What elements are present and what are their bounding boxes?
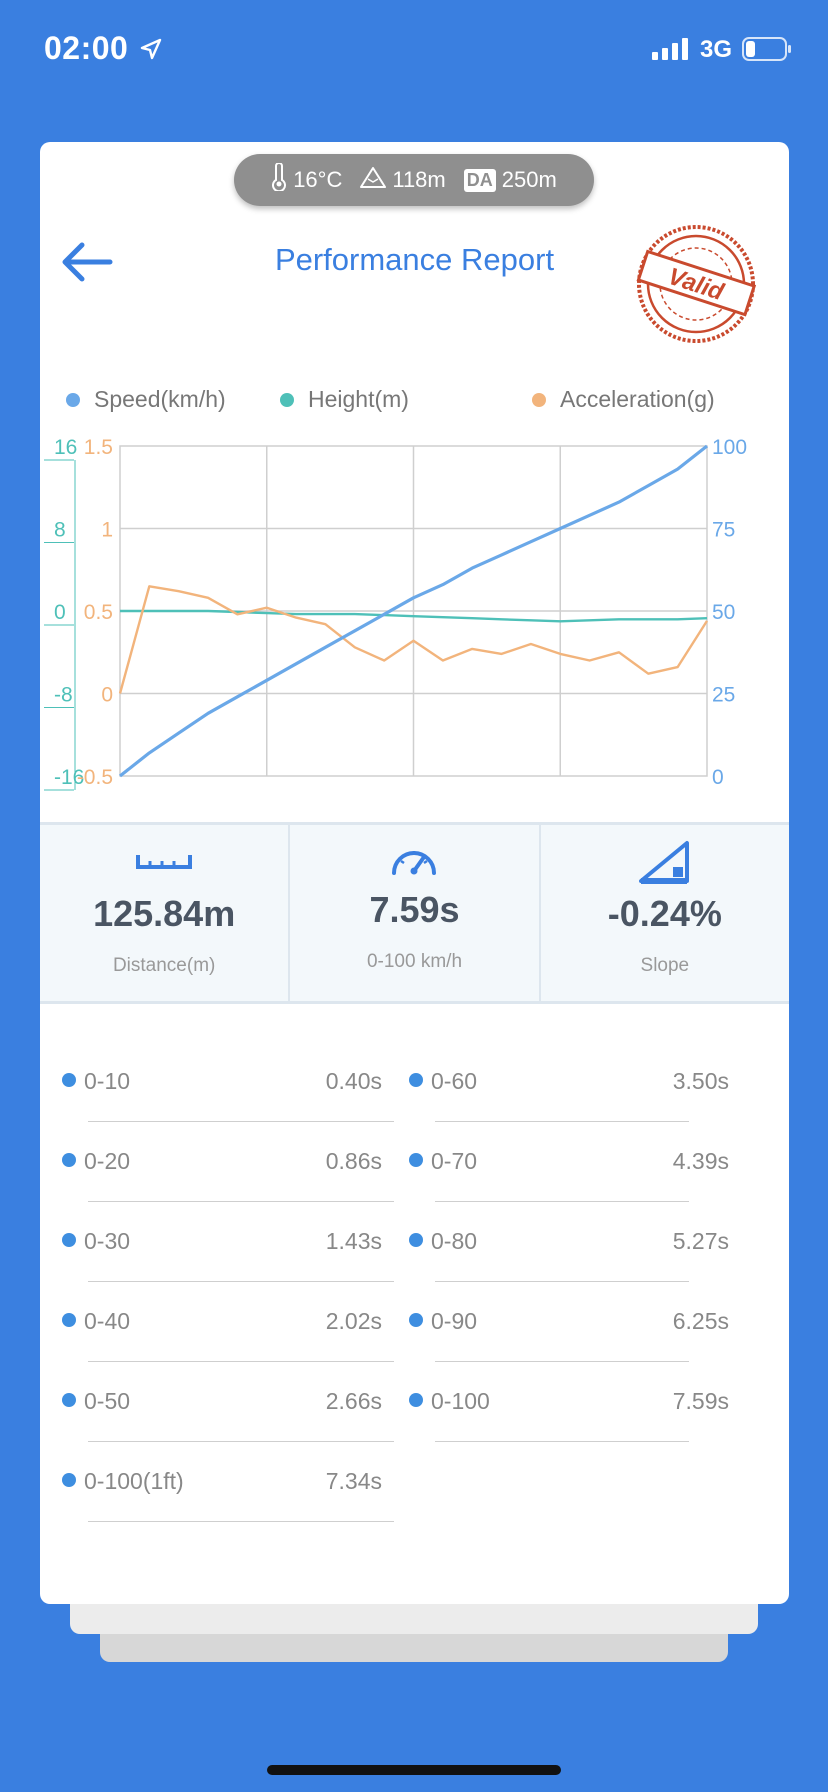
speed-tick-label: 75 xyxy=(712,519,735,542)
slope-label: Slope xyxy=(640,955,690,976)
height-tick-label: 16 xyxy=(54,436,77,459)
acceleration-tick-label: 0 xyxy=(101,684,113,707)
page-title: Performance Report xyxy=(274,242,555,277)
altitude-value: 118m xyxy=(392,167,446,192)
speedometer-icon xyxy=(290,839,538,879)
split-value: 3.50s xyxy=(672,1068,729,1094)
speed-tick-label: 100 xyxy=(712,436,747,459)
mountain-icon xyxy=(360,166,387,194)
signal-bars-icon xyxy=(652,38,692,65)
speed-axis: 100 75 50 25 0 xyxy=(712,436,747,789)
split-value: 2.66s xyxy=(325,1388,382,1414)
split-label: 0-60 xyxy=(431,1068,478,1094)
height-tick-label: -16 xyxy=(54,766,84,789)
speed-tick-label: 25 xyxy=(712,684,735,707)
legend-speed-label: Speed(km/h) xyxy=(94,386,226,412)
split-row: 0-30 1.43s xyxy=(62,1202,394,1282)
split-value: 7.34s xyxy=(325,1468,382,1494)
distance-value: 125.84m xyxy=(93,893,236,934)
density-altitude-value: 250m xyxy=(501,167,557,192)
distance-label: Distance(m) xyxy=(112,955,216,976)
environment-pill: 16°C 118m DA 250m xyxy=(234,154,594,206)
back-arrow-icon xyxy=(58,242,114,291)
split-value: 0.86s xyxy=(325,1148,382,1174)
report-card: 16°C 118m DA 250m Performance Report Val… xyxy=(40,142,789,1604)
split-label: 0-100 xyxy=(431,1388,490,1414)
stat-time: 7.59s 0-100 km/h xyxy=(288,825,538,1001)
home-indicator xyxy=(267,1765,561,1775)
acceleration-tick-label: 1 xyxy=(101,519,113,542)
split-row: 0-60 3.50s xyxy=(409,1042,729,1122)
split-row: 0-100 7.59s xyxy=(409,1362,729,1442)
split-label: 0-80 xyxy=(431,1228,478,1254)
acceleration-tick-label: 1.5 xyxy=(84,436,113,459)
location-arrow-icon xyxy=(140,38,162,65)
slope-icon xyxy=(541,839,789,885)
series-line-height xyxy=(120,609,708,623)
back-button[interactable] xyxy=(58,237,114,287)
split-value: 7.59s xyxy=(672,1388,729,1414)
acceleration-tick-label: -0.5 xyxy=(77,766,113,789)
speed-tick-label: 50 xyxy=(712,601,735,624)
valid-stamp: Valid xyxy=(634,222,758,351)
temperature-value: 16°C xyxy=(293,167,343,192)
slope-value: -0.24% xyxy=(607,893,722,934)
split-row: 0-70 4.39s xyxy=(409,1122,729,1202)
split-label: 0-10 xyxy=(84,1068,131,1094)
series-line-acceleration xyxy=(118,585,709,694)
split-row: 0-80 5.27s xyxy=(409,1202,729,1282)
split-value: 0.40s xyxy=(325,1068,382,1094)
series-line-speed xyxy=(119,444,708,778)
legend-item-speed: Speed(km/h) xyxy=(66,386,226,413)
performance-chart: 16 8 0 -8 -16 1.5 1 0.5 0 -0.5 100 75 50 25 0 xyxy=(44,436,747,791)
split-value: 5.27s xyxy=(672,1228,729,1254)
thermometer-icon xyxy=(271,162,287,197)
split-label: 0-40 xyxy=(84,1308,131,1334)
split-row: 0-50 2.66s xyxy=(62,1362,394,1442)
status-bar: 02:00 3G xyxy=(0,0,828,100)
chart-lines xyxy=(118,444,709,778)
split-label: 0-90 xyxy=(431,1308,478,1334)
split-value: 4.39s xyxy=(672,1148,729,1174)
split-row: 0-90 6.25s xyxy=(409,1282,729,1362)
split-label: 0-70 xyxy=(431,1148,478,1174)
stats-panel: 125.84m Distance(m) 7.59s 0-100 km/h -0.… xyxy=(40,822,789,1004)
legend-height-label: Height(m) xyxy=(308,386,409,412)
ruler-icon xyxy=(40,839,288,879)
height-tick-label: 0 xyxy=(54,601,66,624)
split-label: 0-50 xyxy=(84,1388,131,1414)
speed-tick-label: 0 xyxy=(712,766,724,789)
time-label: 0-100 km/h xyxy=(366,951,463,972)
height-tick-label: -8 xyxy=(54,684,73,707)
split-row: 0-20 0.86s xyxy=(62,1122,394,1202)
split-label: 0-100(1ft) xyxy=(84,1468,184,1494)
split-value: 1.43s xyxy=(325,1228,382,1254)
split-value: 2.02s xyxy=(325,1308,382,1334)
split-row: 0-10 0.40s xyxy=(62,1042,394,1122)
legend-acceleration-label: Acceleration(g) xyxy=(560,386,715,412)
acceleration-axis: 1.5 1 0.5 0 -0.5 xyxy=(77,436,113,789)
time-value: 7.59s xyxy=(369,889,460,930)
split-value: 6.25s xyxy=(672,1308,729,1334)
legend-item-height: Height(m) xyxy=(280,386,409,413)
status-time: 02:00 xyxy=(44,30,129,66)
split-label: 0-20 xyxy=(84,1148,131,1174)
chart-legend: Speed(km/h) Height(m) Acceleration(g) xyxy=(62,382,782,422)
split-row: 0-100(1ft) 7.34s xyxy=(62,1442,394,1522)
acceleration-tick-label: 0.5 xyxy=(84,601,113,624)
height-axis: 16 8 0 -8 -16 xyxy=(44,436,84,791)
height-tick-label: 8 xyxy=(54,519,66,542)
stat-slope: -0.24% Slope xyxy=(538,825,789,1001)
network-type: 3G xyxy=(700,36,733,63)
legend-item-acceleration: Acceleration(g) xyxy=(532,386,715,413)
battery-icon xyxy=(742,36,792,67)
split-label: 0-30 xyxy=(84,1228,131,1254)
density-altitude-tag: DA xyxy=(463,168,496,192)
stat-distance: 125.84m Distance(m) xyxy=(40,825,288,1001)
split-row: 0-40 2.02s xyxy=(62,1282,394,1362)
